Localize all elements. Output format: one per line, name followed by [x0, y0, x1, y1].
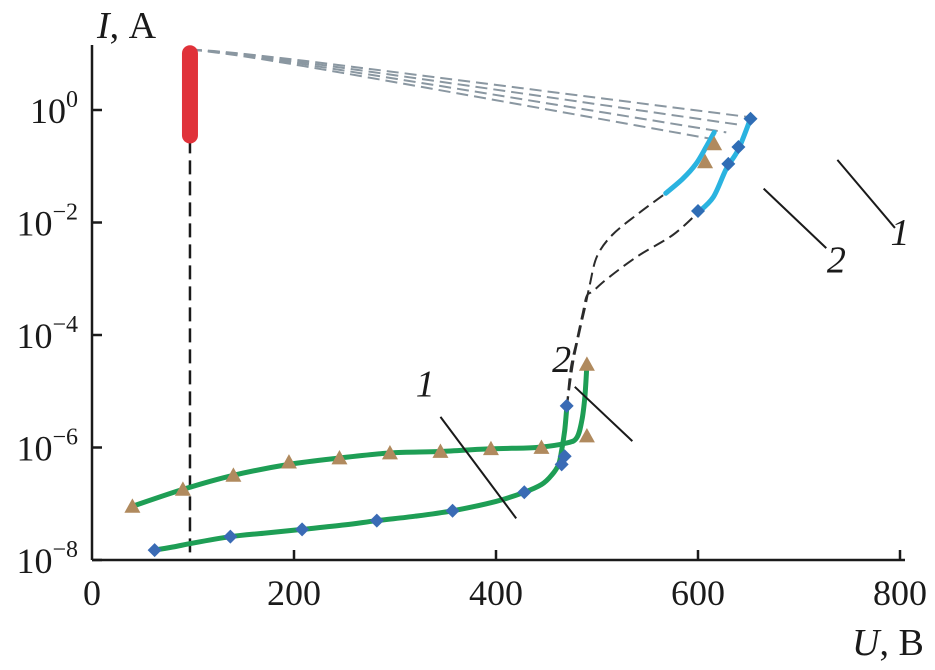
series-2-point: [578, 428, 595, 443]
dashed-connector-3: [189, 48, 749, 118]
y-axis-unit: , А: [110, 5, 157, 47]
x-tick-label: 200: [267, 573, 321, 613]
dashed-connector-5: [189, 48, 727, 134]
series-1-point: [559, 398, 574, 413]
x-axis-title: U, В: [852, 622, 924, 664]
y-tick-label: 100: [30, 87, 78, 131]
series-2-point: [578, 356, 595, 371]
series-2-point: [124, 498, 141, 513]
curve-label-pointer: [762, 187, 827, 249]
curve-label-pointer: [836, 159, 896, 229]
y-tick-label: 10−2: [16, 200, 78, 244]
series-group: [129, 116, 753, 553]
x-tick-label: 800: [873, 573, 927, 613]
series-3-point: [721, 156, 736, 171]
curve-label-pointer: [574, 386, 634, 442]
series-1-point: [147, 543, 162, 558]
series-2-point: [174, 481, 191, 496]
red-bar-marker: [181, 45, 198, 144]
series-2-point: [482, 440, 499, 456]
series-1-point: [223, 529, 238, 544]
series-3-point: [743, 111, 758, 126]
x-tick-label: 0: [83, 573, 101, 613]
x-axis-var: U: [852, 622, 882, 664]
x-axis-unit: , В: [879, 622, 923, 664]
dashed-connector-1: [565, 211, 699, 409]
series-1-point: [517, 485, 532, 500]
series-4-point: [697, 153, 714, 169]
series-2-point: [225, 467, 242, 482]
curve-labels: 1 2 1 2: [416, 212, 910, 406]
series-2-point: [280, 454, 297, 469]
red-bar-marker-group: [181, 45, 198, 144]
series-2-point: [381, 444, 398, 460]
series-2-line: [129, 361, 590, 509]
series-1-point: [369, 513, 384, 528]
markers-group: [124, 111, 758, 558]
series-2-point: [331, 450, 348, 465]
tick-group: 0 200 400 600 800 10−8 10−6 10−4 10−2 100: [16, 87, 927, 613]
curve-label: 1: [891, 212, 910, 254]
y-tick-label: 10−4: [16, 312, 78, 356]
y-axis-var: I: [96, 5, 112, 47]
curve-label: 2: [552, 339, 571, 381]
curve-label-pointer: [439, 416, 518, 519]
curve-label-pointers: [439, 159, 896, 519]
series-4-point: [706, 135, 723, 151]
y-tick-label: 10−8: [16, 537, 78, 581]
series-1-point: [295, 522, 310, 537]
x-tick-label: 400: [469, 573, 523, 613]
series-4-line: [663, 129, 717, 196]
x-tick-label: 600: [671, 573, 725, 613]
series-1-point: [445, 503, 460, 518]
series-3-point: [691, 204, 705, 219]
series-1-point: [557, 449, 572, 464]
series-2-point: [432, 443, 449, 458]
dashed-connectors: [188, 48, 749, 560]
series-2-point: [533, 439, 550, 454]
y-tick-label: 10−6: [16, 425, 78, 469]
dashed-connector-2: [565, 192, 667, 409]
curve-label: 2: [827, 239, 846, 281]
y-axis-title: I, А: [96, 5, 157, 47]
dashed-connector-6: [189, 48, 715, 141]
curve-label: 1: [416, 364, 435, 406]
axes: [90, 45, 905, 562]
series-3-point: [731, 139, 746, 154]
